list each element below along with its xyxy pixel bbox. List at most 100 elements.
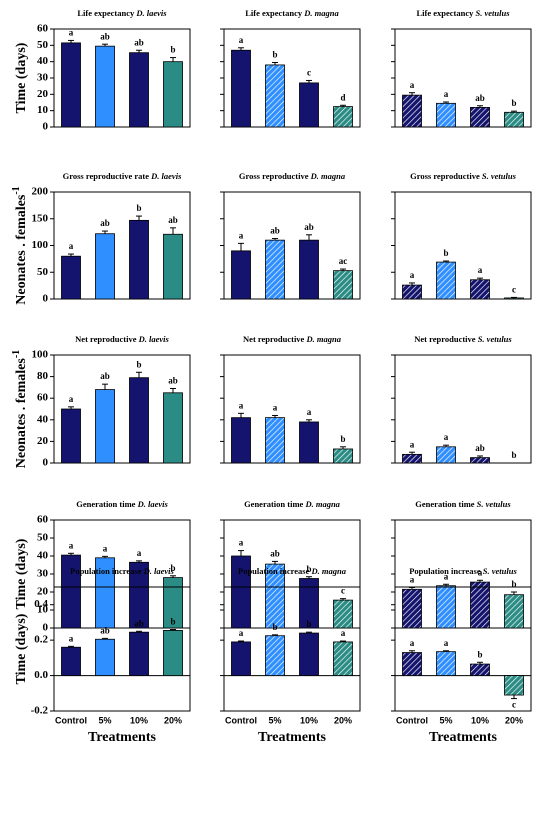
x-tick-label: 20%: [505, 715, 523, 725]
title-species: S. vetulus: [482, 171, 517, 181]
y-tick-label: 20: [37, 435, 49, 447]
bar: [299, 82, 319, 128]
title-text: Generation time: [76, 499, 135, 509]
significance-label: ab: [270, 226, 280, 236]
bar: [163, 233, 183, 300]
title-text: Population increase: [409, 566, 481, 576]
significance-label: a: [444, 89, 449, 99]
x-tick-label: 5%: [268, 715, 281, 725]
plot-frame: [394, 191, 532, 300]
significance-label: ab: [100, 625, 110, 635]
title-species: D. magna: [305, 334, 341, 344]
panel-title: Gross reproductive rate D. laevis: [63, 171, 182, 181]
significance-label: a: [444, 432, 449, 442]
bar: [61, 42, 81, 128]
bar: [265, 64, 285, 128]
bar: [333, 641, 353, 676]
x-tick-label: 5%: [439, 715, 452, 725]
y-label-text: Time (days): [14, 42, 29, 113]
bar: [504, 675, 524, 696]
title-species: D. laevis: [137, 499, 169, 509]
x-tick-label: 10%: [130, 715, 148, 725]
y-tick-label: 30: [37, 72, 49, 84]
y-tick-label: 0: [43, 121, 49, 133]
plot-frame: [394, 354, 532, 464]
significance-label: ab: [304, 222, 314, 232]
bar: [504, 594, 524, 629]
y-tick-label: 0.0: [34, 669, 48, 681]
bar: [436, 102, 456, 128]
y-tick-label: 40: [37, 55, 49, 67]
significance-label: b: [136, 203, 141, 213]
bar: [265, 239, 285, 300]
y-tick-label: 10: [37, 104, 49, 116]
bar: [504, 111, 524, 128]
title-text: Life expectancy: [77, 8, 135, 18]
panel-title: Life expectancy D. laevis: [77, 8, 167, 18]
y-label-text: Neonates . females: [14, 358, 29, 469]
x-tick-label: Control: [225, 715, 257, 725]
significance-label: ab: [168, 215, 178, 225]
y-tick-label: 0: [43, 293, 49, 305]
significance-label: c: [512, 700, 516, 710]
title-text: Net reproductive: [243, 334, 305, 344]
bar: [402, 453, 422, 464]
significance-label: c: [341, 586, 345, 596]
significance-label: ab: [100, 371, 110, 381]
bar: [61, 255, 81, 300]
bar: [436, 446, 456, 464]
bar: [265, 417, 285, 464]
y-tick-label: 50: [37, 532, 49, 544]
plot-frame: [53, 354, 191, 464]
x-tick-label: 20%: [164, 715, 182, 725]
significance-label: a: [69, 27, 74, 37]
x-tick-label: Control: [396, 715, 428, 725]
bar: [333, 270, 353, 300]
significance-label: a: [410, 80, 415, 90]
title-text: Gross reproductive: [410, 171, 480, 181]
bar: [436, 651, 456, 676]
y-tick-label: 20: [37, 586, 49, 598]
y-tick-label: 0.2: [34, 634, 48, 646]
significance-label: a: [69, 540, 74, 550]
plot-frame: [223, 586, 361, 712]
title-species: D. magna: [311, 566, 347, 576]
bar: [95, 638, 115, 676]
bar: [231, 417, 251, 464]
panel-title: Population increase S. vetulus: [409, 566, 517, 576]
panel-title: Gross reproductive D. magna: [239, 171, 346, 181]
panel-title: Life expectancy S. vetulus: [416, 8, 510, 18]
bar: [61, 646, 81, 676]
significance-label: a: [410, 638, 415, 648]
significance-label: a: [444, 571, 449, 581]
significance-label: b: [511, 98, 516, 108]
significance-label: ab: [475, 93, 485, 103]
panel-title: Net reproductive D. magna: [243, 334, 342, 344]
y-tick-label: 50: [37, 39, 49, 51]
significance-label: c: [512, 284, 516, 294]
title-species: D. magna: [303, 8, 339, 18]
title-species: S. vetulus: [477, 499, 512, 509]
significance-label: ab: [100, 218, 110, 228]
significance-label: a: [478, 567, 483, 577]
y-tick-label: 200: [32, 186, 49, 198]
significance-label: a: [410, 575, 415, 585]
y-tick-label: 0.4: [34, 598, 48, 610]
significance-label: a: [239, 538, 244, 548]
x-axis-label: Treatments: [429, 730, 497, 745]
significance-label: a: [239, 35, 244, 45]
bar: [299, 632, 319, 676]
plot-frame: [53, 586, 191, 712]
significance-label: b: [340, 434, 345, 444]
y-tick-label: 100: [32, 349, 49, 361]
title-text: Net reproductive: [75, 334, 137, 344]
significance-label: ab: [270, 548, 280, 558]
title-text: Generation time: [244, 499, 303, 509]
bar: [470, 107, 490, 128]
significance-label: a: [103, 543, 108, 553]
y-axis-label: Time (days): [14, 613, 29, 684]
y-tick-label: 0: [43, 622, 49, 634]
y-tick-label: 150: [32, 212, 49, 224]
significance-label: c: [307, 68, 311, 78]
